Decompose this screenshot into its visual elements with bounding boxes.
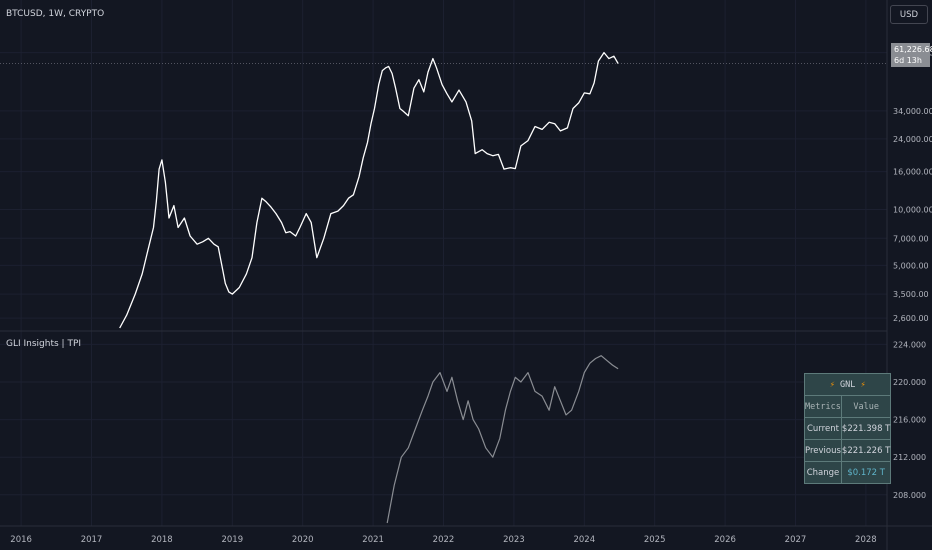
table-row: Change $0.172 T — [804, 461, 892, 484]
table-row: Current $221.398 T — [804, 417, 892, 440]
x-tick-label: 2027 — [785, 535, 807, 545]
table-row: Previous $221.226 T — [804, 439, 892, 462]
column-header-metrics: Metrics — [804, 395, 842, 418]
y-tick-label: 216.000 — [893, 416, 926, 425]
x-tick-label: 2018 — [151, 535, 173, 545]
x-tick-label: 2016 — [10, 535, 32, 545]
y-tick-label: 3,500.00 — [893, 290, 929, 299]
y-tick-label: 16,000.00 — [893, 168, 932, 177]
symbol-info: BTCUSD, 1W, CRYPTO — [6, 9, 105, 19]
time-axis[interactable]: 2016 2017 2018 2019 2020 2021 2022 2023 2024 2025… — [10, 535, 876, 545]
indicator-axis[interactable]: 224.000 220.000 216.000 212.000 208.000 — [893, 340, 926, 499]
current-price-value: 61,226.68 — [894, 45, 932, 54]
y-tick-label: 7,000.00 — [893, 234, 929, 243]
x-tick-label: 2022 — [433, 535, 455, 545]
y-tick-label: 208.000 — [893, 491, 926, 500]
metric-label: Current — [804, 417, 842, 440]
x-tick-label: 2019 — [221, 535, 243, 545]
y-tick-label: 212.000 — [893, 453, 926, 462]
x-tick-label: 2023 — [503, 535, 525, 545]
currency-button[interactable]: USD — [890, 5, 928, 24]
lightning-bolt-icon: ⚡ — [860, 379, 866, 390]
lightning-bolt-icon: ⚡ — [829, 379, 835, 390]
y-tick-label: 224.000 — [893, 340, 926, 349]
indicator-title[interactable]: GLI Insights | TPI — [6, 339, 82, 349]
x-tick-label: 2024 — [573, 535, 595, 545]
price-pane[interactable] — [119, 51, 619, 329]
x-tick-label: 2028 — [855, 535, 877, 545]
metric-value: $221.398 T — [840, 417, 892, 440]
metric-label: Change — [804, 461, 842, 484]
bar-countdown: 6d 13h — [894, 56, 922, 65]
x-tick-label: 2021 — [362, 535, 384, 545]
gnl-title-text: GNL — [840, 379, 856, 390]
x-tick-label: 2025 — [644, 535, 666, 545]
gnl-table: ⚡ GNL ⚡ Metrics Value Current $221.398 T… — [803, 373, 892, 484]
grid — [0, 0, 887, 526]
y-tick-label: 2,600.00 — [893, 314, 929, 323]
metric-value: $0.172 T — [840, 461, 892, 484]
gnl-line — [386, 355, 619, 524]
gnl-table-title: ⚡ GNL ⚡ — [803, 373, 892, 396]
x-tick-label: 2020 — [292, 535, 314, 545]
x-tick-label: 2026 — [714, 535, 736, 545]
y-tick-label: 220.000 — [893, 378, 926, 387]
metric-value: $221.226 T — [840, 439, 892, 462]
column-header-value: Value — [840, 395, 892, 418]
price-axis[interactable]: 70,000.0034,000.0024,000.0016,000.0010,0… — [893, 49, 932, 323]
x-tick-label: 2017 — [81, 535, 103, 545]
y-tick-label: 24,000.00 — [893, 135, 932, 144]
metric-label: Previous — [804, 439, 842, 462]
current-price-tag: 61,226.68 6d 13h — [891, 43, 932, 67]
y-tick-label: 34,000.00 — [893, 107, 932, 116]
y-tick-label: 10,000.00 — [893, 206, 932, 215]
btc-price-line — [119, 51, 619, 329]
indicator-pane[interactable] — [386, 355, 619, 524]
y-tick-label: 5,000.00 — [893, 261, 929, 270]
